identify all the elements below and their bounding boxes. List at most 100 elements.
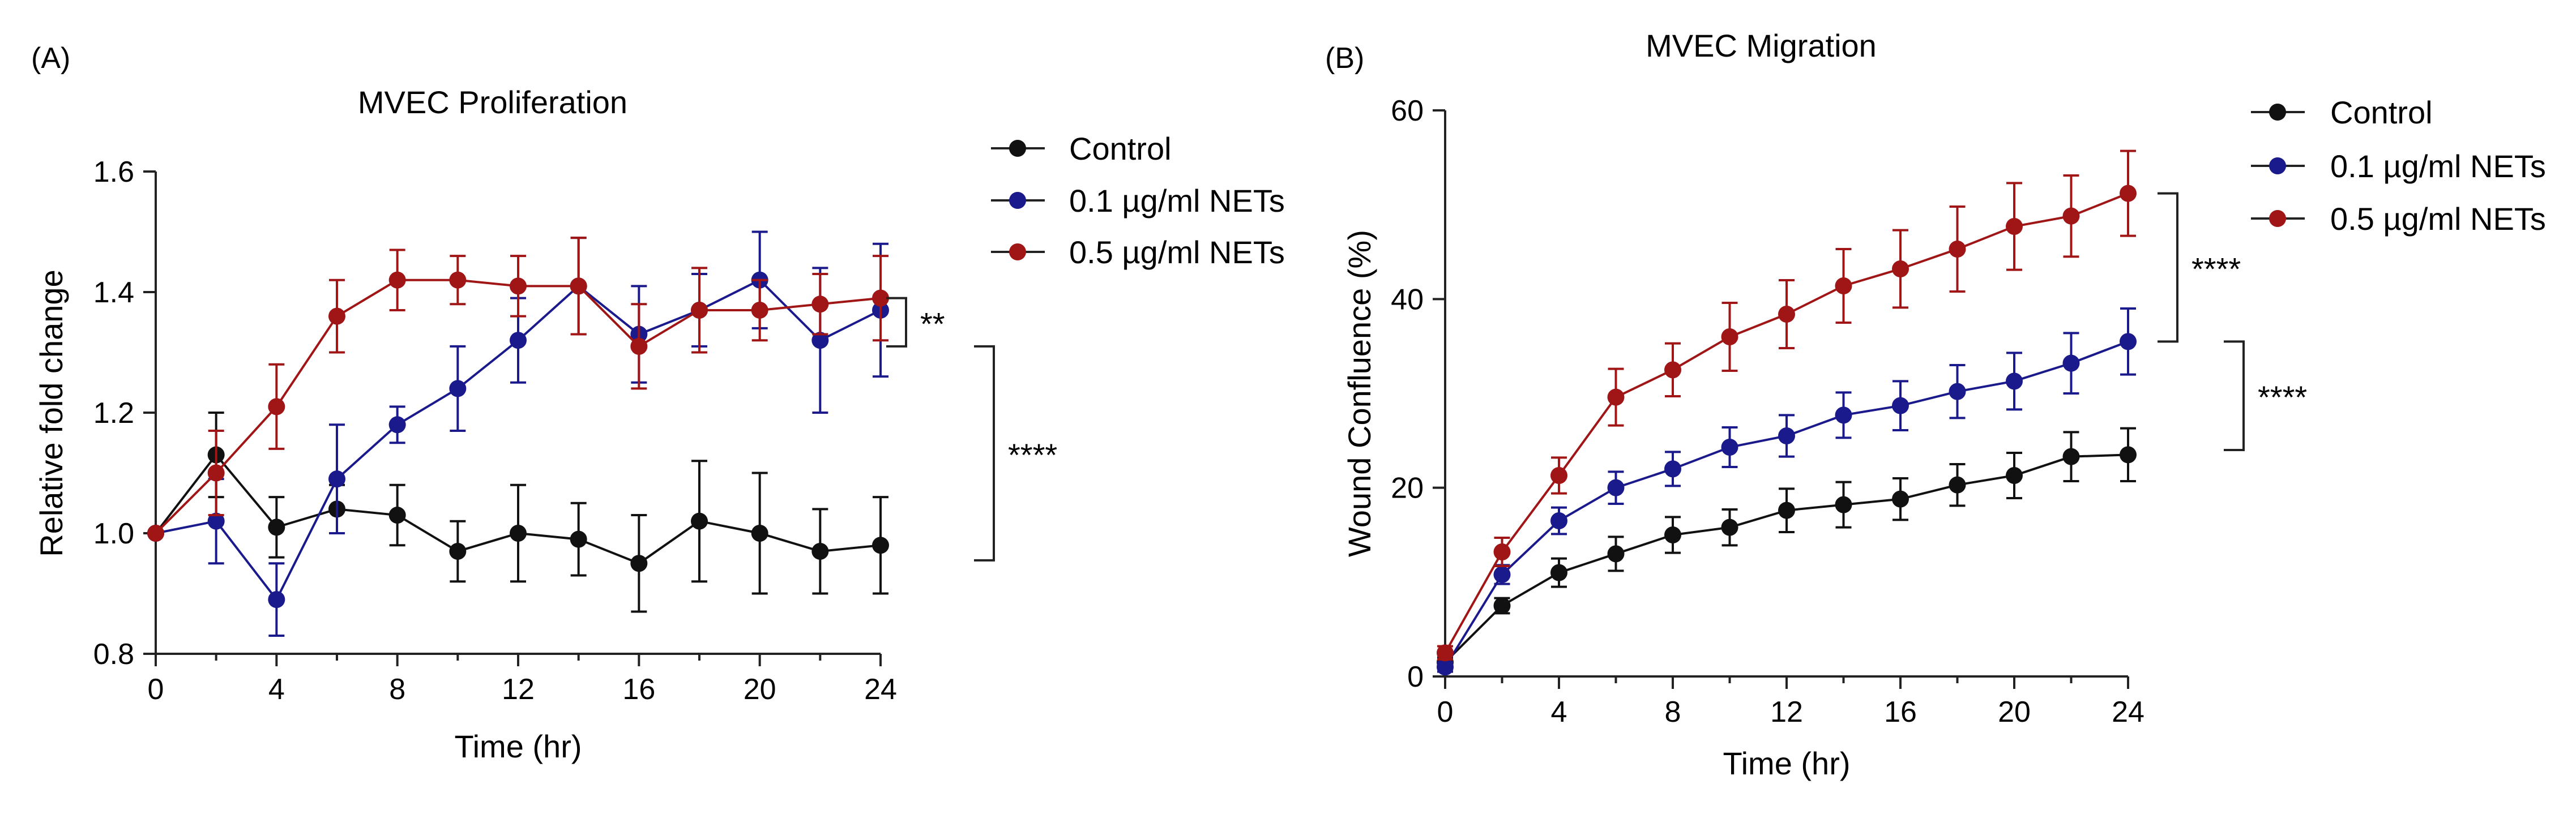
data-point	[1664, 460, 1681, 478]
data-point	[328, 470, 345, 488]
legend-marker	[2269, 210, 2286, 227]
y-tick-label: 0	[1407, 661, 1424, 693]
legend: Control 0.1 µg/ml NETs 0.5 µg/ml NETs	[991, 131, 1285, 270]
data-point	[1664, 526, 1681, 543]
sig-label: ****	[2191, 251, 2241, 287]
bracket-line	[2224, 340, 2245, 451]
data-point	[1550, 467, 1567, 484]
data-point	[268, 519, 285, 536]
data-point	[1778, 502, 1795, 519]
x-tick-label: 16	[622, 673, 655, 706]
y-axis-label: Relative fold change	[33, 269, 69, 556]
legend-label: 0.5 µg/ml NETs	[1069, 234, 1285, 270]
data-point	[388, 271, 406, 289]
data-point	[2062, 207, 2080, 225]
x-tick-label: 12	[502, 673, 535, 706]
series-net05	[1437, 149, 2137, 662]
chart-title: MVEC Proliferation	[358, 84, 627, 120]
series-net01	[1437, 307, 2137, 676]
x-tick-label: 4	[268, 673, 285, 706]
data-point	[630, 555, 648, 572]
data-point	[388, 416, 406, 434]
y-tick-label: 0.8	[93, 638, 134, 671]
data-point	[1778, 427, 1795, 444]
data-point	[449, 380, 467, 397]
x-tick-label: 12	[1770, 696, 1803, 729]
bracket-line	[2158, 192, 2178, 343]
legend-marker	[2269, 104, 2286, 121]
y-tick-label: 1.6	[93, 156, 134, 188]
data-point	[147, 525, 164, 542]
data-point	[510, 332, 527, 349]
y-tick-label: 1.0	[93, 517, 134, 550]
data-point	[1437, 644, 1454, 662]
data-point	[1550, 512, 1567, 529]
significance-brackets: ** ****	[886, 297, 1057, 562]
x-tick-label: 8	[389, 673, 405, 706]
sig-bracket-1: **	[886, 297, 945, 348]
legend-marker	[1009, 140, 1026, 157]
data-point	[811, 295, 829, 313]
series-line	[1444, 453, 2129, 663]
data-point	[811, 332, 829, 349]
data-point	[449, 542, 467, 560]
y-tick-label: 1.4	[93, 276, 134, 309]
bracket-line	[886, 297, 907, 348]
panel-label: (A)	[31, 42, 70, 75]
data-point	[811, 542, 829, 560]
plot-area: 0.8 1.0 1.2 1.4 1.6 0 4 8 12 16 20 24	[93, 156, 897, 706]
panel-b: (B) MVEC Migration Time (hr) Wound Confl…	[1325, 28, 2546, 781]
x-tick-label: 0	[148, 673, 164, 706]
data-point	[1493, 543, 1511, 560]
data-point	[207, 512, 225, 530]
data-point	[1949, 476, 1966, 494]
data-point	[872, 289, 889, 307]
data-point	[2120, 333, 2137, 350]
data-point	[1664, 361, 1681, 379]
legend-item-net-05: 0.5 µg/ml NETs	[2251, 201, 2546, 237]
data-point	[1721, 519, 1738, 536]
legend-item-net-01: 0.1 µg/ml NETs	[991, 183, 1285, 219]
sig-label: **	[920, 306, 945, 341]
data-point	[2006, 372, 2023, 390]
legend-label: Control	[2330, 95, 2433, 130]
data-point	[1835, 496, 1852, 513]
x-axis-label: Time (hr)	[454, 729, 582, 764]
data-point	[510, 277, 527, 295]
data-point	[2120, 446, 2137, 464]
bracket-line	[974, 345, 995, 562]
data-point	[1835, 406, 1852, 424]
data-point	[570, 530, 587, 548]
plot-area: 0 20 40 60 0 4 8 12 16 20 24	[1391, 95, 2144, 729]
x-axis-label: Time (hr)	[1723, 746, 1850, 781]
data-point	[1550, 564, 1567, 581]
x-tick-label: 24	[864, 673, 897, 706]
data-point	[1721, 328, 1738, 345]
data-point	[1607, 545, 1625, 563]
data-point	[630, 337, 648, 355]
data-point	[570, 277, 587, 295]
data-point	[207, 464, 225, 482]
data-point	[1949, 383, 1966, 400]
x-tick-label: 20	[744, 673, 776, 706]
x-tick-label: 24	[2112, 696, 2144, 729]
data-point	[1607, 388, 1625, 406]
chart-title: MVEC Migration	[1646, 28, 1877, 63]
y-tick-label: 60	[1391, 95, 1424, 127]
legend-marker	[1009, 243, 1026, 260]
x-tick-label: 0	[1437, 696, 1454, 729]
legend-marker	[1009, 192, 1026, 209]
data-point	[2006, 218, 2023, 235]
legend-item-control: Control	[991, 131, 1172, 166]
legend-item-net-05: 0.5 µg/ml NETs	[991, 234, 1285, 270]
sig-label: ****	[1008, 437, 1057, 473]
data-point	[328, 307, 345, 325]
series-net05	[147, 237, 889, 542]
data-point	[388, 507, 406, 524]
data-point	[2062, 354, 2080, 372]
data-point	[1778, 306, 1795, 323]
legend-item-net-01: 0.1 µg/ml NETs	[2251, 148, 2546, 184]
sig-bracket-2: ****	[974, 345, 1057, 562]
series-control	[147, 412, 889, 613]
